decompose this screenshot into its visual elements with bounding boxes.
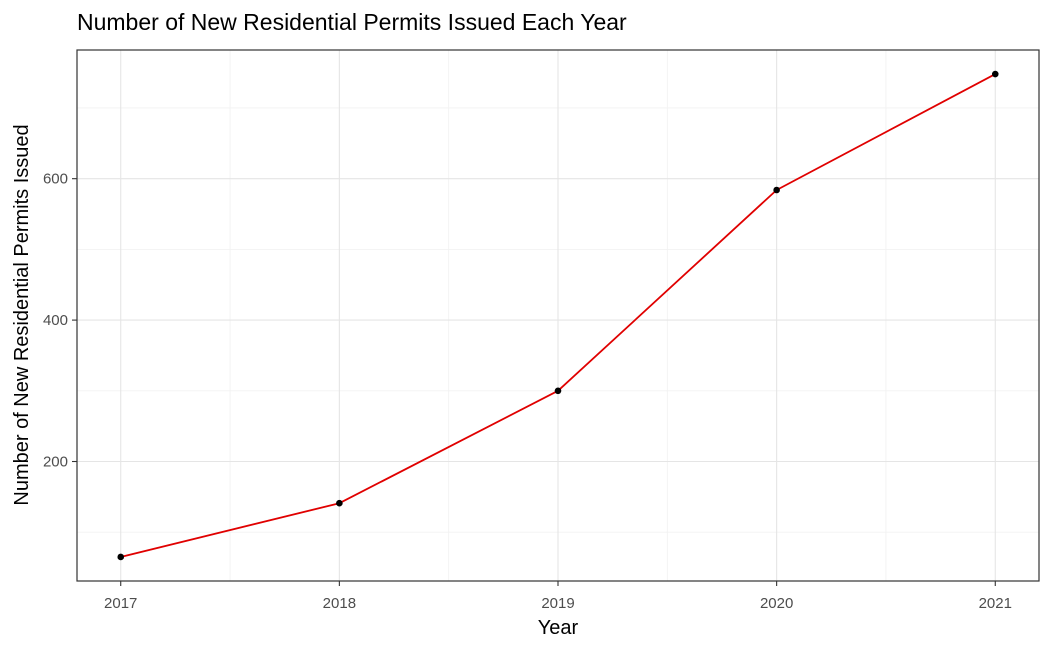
major-gridlines: [77, 50, 1039, 581]
data-point: [117, 553, 125, 561]
x-tick-label: 2018: [323, 595, 356, 612]
y-axis-title: Number of New Residential Permits Issued: [11, 124, 33, 505]
x-tick-label: 2017: [104, 595, 137, 612]
x-axis: 2017 2018 2019 2020 2021: [104, 581, 1012, 612]
x-tick-label: 2021: [979, 595, 1012, 612]
x-tick-label: 2019: [541, 595, 574, 612]
data-point: [991, 70, 999, 78]
data-point: [773, 186, 780, 194]
y-tick-label: 200: [43, 454, 68, 471]
y-axis: 200 400 600: [43, 171, 77, 471]
y-tick-label: 400: [43, 312, 68, 329]
data-point: [336, 499, 343, 507]
x-tick-label: 2020: [760, 595, 793, 612]
y-tick-label: 600: [43, 171, 68, 188]
x-axis-title: Year: [538, 617, 579, 639]
data-point: [554, 387, 562, 395]
data-series: [117, 70, 999, 561]
chart-title: Number of New Residential Permits Issued…: [77, 9, 627, 35]
